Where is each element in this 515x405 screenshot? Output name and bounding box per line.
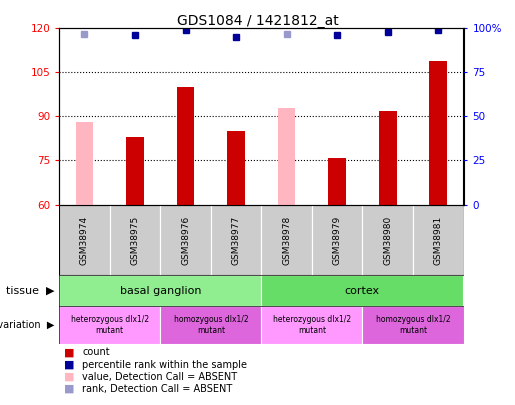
- Text: value, Detection Call = ABSENT: value, Detection Call = ABSENT: [82, 372, 237, 382]
- Text: GSM38977: GSM38977: [232, 215, 241, 264]
- Text: homozygous dlx1/2
mutant: homozygous dlx1/2 mutant: [174, 315, 248, 335]
- Text: ■: ■: [64, 347, 75, 357]
- Text: ■: ■: [64, 372, 75, 382]
- Bar: [363, 205, 413, 275]
- Bar: [59, 205, 110, 275]
- Bar: [379, 111, 397, 205]
- Text: tissue  ▶: tissue ▶: [6, 286, 54, 296]
- Bar: [261, 205, 312, 275]
- Bar: [227, 131, 245, 205]
- Text: GSM38974: GSM38974: [80, 215, 89, 264]
- Bar: [430, 61, 447, 205]
- Text: count: count: [82, 347, 110, 357]
- Text: GSM38980: GSM38980: [383, 215, 392, 264]
- Text: cortex: cortex: [345, 286, 380, 296]
- Bar: [160, 306, 261, 344]
- Text: GSM38978: GSM38978: [282, 215, 291, 264]
- Text: basal ganglion: basal ganglion: [119, 286, 201, 296]
- Text: rank, Detection Call = ABSENT: rank, Detection Call = ABSENT: [82, 384, 233, 394]
- Text: genotype/variation  ▶: genotype/variation ▶: [0, 320, 54, 330]
- Text: ■: ■: [64, 384, 75, 394]
- Bar: [261, 306, 363, 344]
- Text: GSM38976: GSM38976: [181, 215, 190, 264]
- Text: GSM38975: GSM38975: [130, 215, 140, 264]
- Text: heterozygous dlx1/2
mutant: heterozygous dlx1/2 mutant: [273, 315, 351, 335]
- Text: GSM38979: GSM38979: [333, 215, 341, 264]
- Text: heterozygous dlx1/2
mutant: heterozygous dlx1/2 mutant: [71, 315, 149, 335]
- Bar: [363, 306, 464, 344]
- Bar: [413, 205, 464, 275]
- Bar: [59, 275, 261, 306]
- Bar: [177, 87, 194, 205]
- Text: homozygous dlx1/2
mutant: homozygous dlx1/2 mutant: [375, 315, 450, 335]
- Bar: [59, 306, 160, 344]
- Text: percentile rank within the sample: percentile rank within the sample: [82, 360, 247, 369]
- Bar: [261, 275, 464, 306]
- Text: ■: ■: [64, 360, 75, 369]
- Bar: [329, 158, 346, 205]
- Bar: [76, 122, 93, 205]
- Bar: [126, 137, 144, 205]
- Bar: [211, 205, 261, 275]
- Bar: [110, 205, 160, 275]
- Text: GSM38981: GSM38981: [434, 215, 443, 264]
- Text: GDS1084 / 1421812_at: GDS1084 / 1421812_at: [177, 14, 338, 28]
- Bar: [312, 205, 363, 275]
- Bar: [278, 108, 296, 205]
- Bar: [160, 205, 211, 275]
